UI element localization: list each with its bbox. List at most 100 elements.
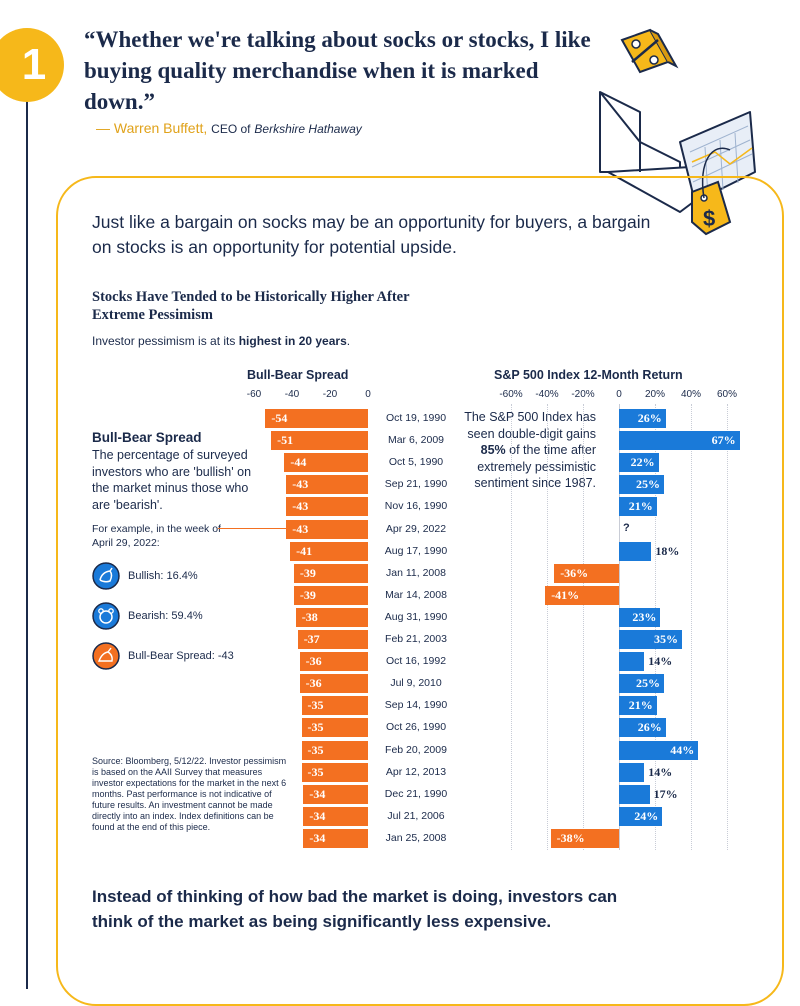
- subtitle-suffix: .: [346, 334, 351, 348]
- sp500-bar: [619, 453, 659, 473]
- bull-bear-value-label: -44: [290, 455, 307, 470]
- legend-item-spread: Bull-Bear Spread: -43: [92, 642, 234, 670]
- sp500-gridline: [691, 404, 692, 850]
- sp500-bar: [619, 762, 645, 782]
- intro-text: Just like a bargain on socks may be an o…: [92, 212, 651, 257]
- sp500-tick-label: 60%: [716, 389, 738, 400]
- sp500-bar: [619, 740, 699, 760]
- bull-bear-bar: [301, 740, 368, 760]
- buffett-quote: “Whether we're talking about socks or st…: [84, 27, 591, 114]
- quote-attribution: — Warren Buffett, CEO of Berkshire Hatha…: [96, 120, 362, 136]
- sp500-gridline: [547, 404, 548, 850]
- section-number-badge: 1: [0, 28, 64, 102]
- sp500-bar: [619, 497, 657, 517]
- date-label: Dec 21, 1990: [384, 787, 448, 800]
- date-label: Apr 12, 2013: [385, 765, 447, 778]
- timeline-line: [26, 100, 28, 989]
- sp500-panel-title: S&P 500 Index 12-Month Return: [494, 368, 683, 382]
- sp500-value-label: 67%: [711, 433, 736, 448]
- subtitle-emphasis: highest in 20 years: [238, 334, 347, 348]
- bull-bear-bar: [303, 828, 368, 848]
- sp500-value-label: -38%: [556, 830, 585, 845]
- bull-bear-bar: [301, 762, 368, 782]
- legend-title: Bull-Bear Spread: [92, 430, 202, 445]
- bull-bear-value-label: -36: [305, 676, 322, 691]
- price-tag-icon: $: [691, 147, 732, 236]
- sp500-tick-label: -20%: [571, 389, 595, 400]
- sp500-bar: [619, 652, 645, 672]
- bull-bear-value-label: -34: [309, 786, 326, 801]
- sp500-bar: [619, 806, 663, 826]
- bull-bear-value-label: -39: [299, 565, 316, 580]
- bull-icon: [92, 562, 120, 590]
- date-label: Oct 16, 1992: [385, 655, 447, 668]
- sp500-value-label: 17%: [653, 786, 678, 801]
- bull-bear-panel-title: Bull-Bear Spread: [247, 368, 349, 382]
- sp500-unknown-label: ?: [623, 521, 630, 534]
- date-label: Aug 17, 1990: [384, 544, 448, 557]
- example-connector-line: [218, 528, 286, 529]
- sp500-gridline: [511, 404, 512, 850]
- sp500-value-label: 14%: [648, 764, 673, 779]
- sp500-value-label: 26%: [637, 720, 662, 735]
- legend-spread-label: Bull-Bear Spread: -43: [128, 650, 234, 662]
- sp500-bar: [550, 828, 619, 848]
- bull-bear-bar: [299, 652, 368, 672]
- sp500-bar: [554, 563, 619, 583]
- bull-bear-value-label: -35: [307, 720, 324, 735]
- sp500-tick-label: 20%: [644, 389, 666, 400]
- chart-title: Stocks Have Tended to be Historically Hi…: [92, 289, 410, 323]
- sp500-tick-label: 0: [616, 389, 622, 400]
- date-label: Feb 20, 2009: [385, 743, 447, 756]
- sp500-bar: [619, 607, 661, 627]
- bull-bear-bar: [286, 475, 368, 495]
- bull-bear-value-label: -39: [299, 587, 316, 602]
- sp500-bar: [619, 431, 740, 451]
- sp500-bar: [619, 696, 657, 716]
- date-label: Apr 29, 2022: [385, 522, 447, 535]
- date-label: Sep 14, 1990: [384, 699, 448, 712]
- bull-bear-icon: [92, 642, 120, 670]
- sp500-gridline: [619, 404, 620, 850]
- bull-bear-value-label: -54: [271, 411, 288, 425]
- sp500-gridline: [655, 404, 656, 850]
- attribution-role: CEO of: [211, 122, 251, 136]
- sp500-value-label: 35%: [654, 632, 678, 646]
- date-label: Mar 6, 2009: [387, 434, 445, 447]
- bull-bear-value-label: -35: [307, 742, 324, 757]
- bull-bear-bar: [297, 630, 368, 649]
- date-label: Feb 21, 2003: [385, 633, 447, 645]
- date-label: Jul 9, 2010: [390, 677, 442, 690]
- source-footnote: Source: Bloomberg, 5/12/22. Investor pes…: [92, 756, 287, 832]
- date-label: Oct 26, 1990: [385, 721, 447, 734]
- bull-bear-value-label: -37: [303, 632, 320, 646]
- sp500-bar: [619, 541, 652, 561]
- sp500-note-text: The S&P 500 Index has seen double-digit …: [464, 410, 596, 490]
- bull-bear-tick-label: -20: [322, 389, 338, 400]
- sp500-value-label: 23%: [632, 609, 657, 624]
- sp500-bar: [619, 630, 682, 649]
- bull-bear-value-label: -43: [292, 477, 309, 492]
- sp500-value-label: 25%: [636, 676, 660, 691]
- legend-description: The percentage of surveyed investors who…: [92, 448, 252, 512]
- section-number: 1: [21, 40, 47, 89]
- date-label: Jan 25, 2008: [385, 831, 447, 844]
- sp500-value-label: -41%: [551, 587, 580, 602]
- date-label: Jan 11, 2008: [386, 566, 446, 579]
- date-label: Nov 16, 1990: [384, 500, 448, 513]
- svg-text:$: $: [703, 206, 715, 231]
- sp500-value-label: 24%: [634, 808, 659, 823]
- sp500-value-label: 25%: [636, 477, 660, 492]
- bull-bear-bar: [299, 674, 368, 694]
- bull-bear-bar: [290, 541, 368, 561]
- date-label: Jul 21, 2006: [387, 809, 445, 822]
- legend-item-bullish: Bullish: 16.4%: [92, 562, 234, 590]
- bull-bear-value-label: -34: [309, 808, 326, 823]
- sp500-gridline: [727, 404, 728, 850]
- chart-subtitle: Investor pessimism is at its highest in …: [92, 334, 350, 348]
- bull-bear-bar: [295, 607, 368, 627]
- date-label: Oct 5, 1990: [388, 456, 444, 469]
- legend-example: For example, in the week of April 29, 20…: [92, 523, 221, 549]
- sp500-bar: [619, 409, 666, 428]
- date-label: Aug 31, 1990: [384, 610, 448, 623]
